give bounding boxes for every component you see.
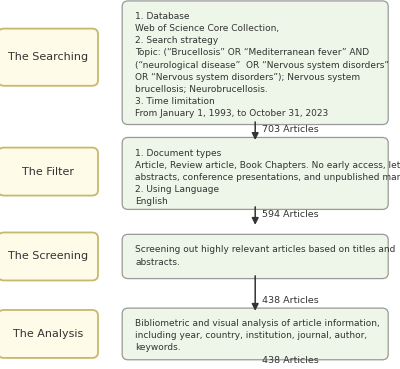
Text: 1. Document types
Article, Review article, Book Chapters. No early access, lette: 1. Document types Article, Review articl… [135,148,400,206]
FancyBboxPatch shape [122,308,388,360]
Text: The Screening: The Screening [8,251,88,262]
FancyBboxPatch shape [122,1,388,125]
FancyBboxPatch shape [0,232,98,280]
Text: The Analysis: The Analysis [13,329,83,339]
FancyBboxPatch shape [0,29,98,86]
Text: 438 Articles: 438 Articles [262,356,319,365]
Text: 1. Database
Web of Science Core Collection,
2. Search strategy
Topic: (“Brucello: 1. Database Web of Science Core Collecti… [135,12,389,118]
FancyBboxPatch shape [122,234,388,279]
FancyBboxPatch shape [0,148,98,196]
FancyBboxPatch shape [122,138,388,210]
Text: Screening out highly relevant articles based on titles and
abstracts.: Screening out highly relevant articles b… [135,245,396,266]
Text: The Filter: The Filter [22,166,74,177]
Text: 438 Articles: 438 Articles [262,296,319,305]
FancyBboxPatch shape [0,310,98,358]
Text: 594 Articles: 594 Articles [262,210,319,219]
Text: Bibliometric and visual analysis of article information,
including year, country: Bibliometric and visual analysis of arti… [135,319,380,352]
Text: The Searching: The Searching [8,52,88,62]
Text: 703 Articles: 703 Articles [262,125,319,134]
